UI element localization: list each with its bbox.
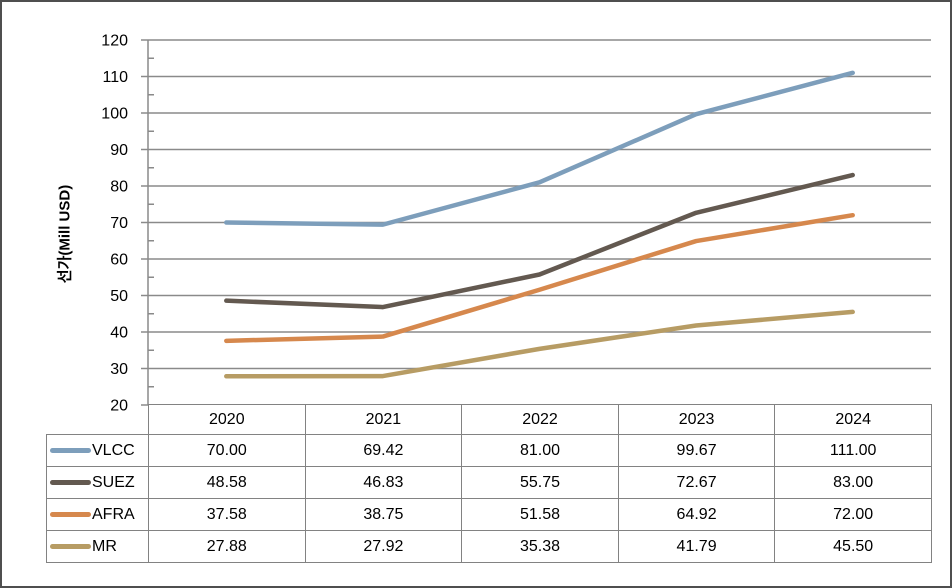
value-cell: 83.00 xyxy=(774,466,932,499)
legend-line-icon xyxy=(50,544,91,549)
value-cell: 69.42 xyxy=(304,434,463,467)
series-name-label: VLCC xyxy=(92,441,135,459)
value-cell: 46.83 xyxy=(304,466,463,499)
year-header-row: 2020 2021 2022 2023 2024 xyxy=(47,404,932,435)
value-cell: 81.00 xyxy=(461,434,619,467)
table-row-SUEZ: SUEZ 48.58 46.83 55.75 72.67 83.00 xyxy=(46,466,932,499)
year-header-cell: 2024 xyxy=(774,404,932,435)
series-name-label: AFRA xyxy=(92,505,135,523)
value-cell: 27.92 xyxy=(304,530,463,563)
y-tick-label: 30 xyxy=(110,361,128,378)
value-cell: 35.38 xyxy=(461,530,619,563)
data-table-body: VLCC 70.00 69.42 81.00 99.67 111.00 SUEZ 48.58 4… xyxy=(46,434,932,563)
table-corner-spacer xyxy=(47,405,149,435)
y-tick-label: 20 xyxy=(110,398,128,415)
legend-key-SUEZ: SUEZ xyxy=(46,466,149,499)
value-cell: 51.58 xyxy=(461,498,619,531)
value-cell: 38.75 xyxy=(304,498,463,531)
value-cell: 72.00 xyxy=(774,498,932,531)
value-cell: 41.79 xyxy=(617,530,776,563)
y-tick-label: 110 xyxy=(102,69,128,86)
value-cell: 70.00 xyxy=(148,434,306,467)
series-name-label: MR xyxy=(92,537,117,555)
value-cell: 99.67 xyxy=(617,434,776,467)
legend-line-icon xyxy=(50,512,91,517)
y-tick-label: 90 xyxy=(110,142,128,159)
series-name-label: SUEZ xyxy=(92,473,135,491)
chart-data-table: 2020 2021 2022 2023 2024 VLCC 70.00 69.42 81.00… xyxy=(46,404,932,563)
y-tick-label: 60 xyxy=(110,252,128,269)
y-axis-title: 선가(Mill USD) xyxy=(56,184,74,284)
legend-line-icon xyxy=(50,480,91,485)
year-header-cell: 2021 xyxy=(304,404,463,435)
y-tick-label: 50 xyxy=(110,288,128,305)
year-header-cell: 2020 xyxy=(148,404,306,435)
series-line-MR xyxy=(224,309,855,379)
value-cell: 48.58 xyxy=(148,466,306,499)
y-tick-label: 100 xyxy=(101,106,128,123)
value-cell: 72.67 xyxy=(617,466,776,499)
value-cell: 37.58 xyxy=(148,498,306,531)
y-tick-label: 40 xyxy=(110,325,128,342)
series-line-VLCC xyxy=(224,70,855,227)
series-line-AFRA xyxy=(224,212,855,344)
y-tick-label: 80 xyxy=(110,179,128,196)
y-axis: 20 30 40 50 60 70 80 90 100 110 120 xyxy=(101,33,154,415)
table-row-AFRA: AFRA 37.58 38.75 51.58 64.92 72.00 xyxy=(46,498,932,531)
legend-key-AFRA: AFRA xyxy=(46,498,149,531)
year-header-cell: 2022 xyxy=(461,404,619,435)
y-tick-label: 70 xyxy=(110,215,128,232)
series-line-SUEZ xyxy=(224,172,855,310)
value-cell: 27.88 xyxy=(148,530,306,563)
value-cell: 64.92 xyxy=(617,498,776,531)
y-tick-label: 120 xyxy=(101,33,128,50)
table-row-VLCC: VLCC 70.00 69.42 81.00 99.67 111.00 xyxy=(46,434,932,467)
data-table-header: 2020 2021 2022 2023 2024 xyxy=(47,404,932,435)
value-cell: 45.50 xyxy=(774,530,932,563)
table-row-MR: MR 27.88 27.92 35.38 41.79 45.50 xyxy=(46,530,932,563)
value-cell: 111.00 xyxy=(774,434,932,467)
legend-key-MR: MR xyxy=(46,530,149,563)
legend-key-VLCC: VLCC xyxy=(46,434,149,467)
legend-line-icon xyxy=(50,448,91,453)
value-cell: 55.75 xyxy=(461,466,619,499)
year-header-cell: 2023 xyxy=(617,404,776,435)
